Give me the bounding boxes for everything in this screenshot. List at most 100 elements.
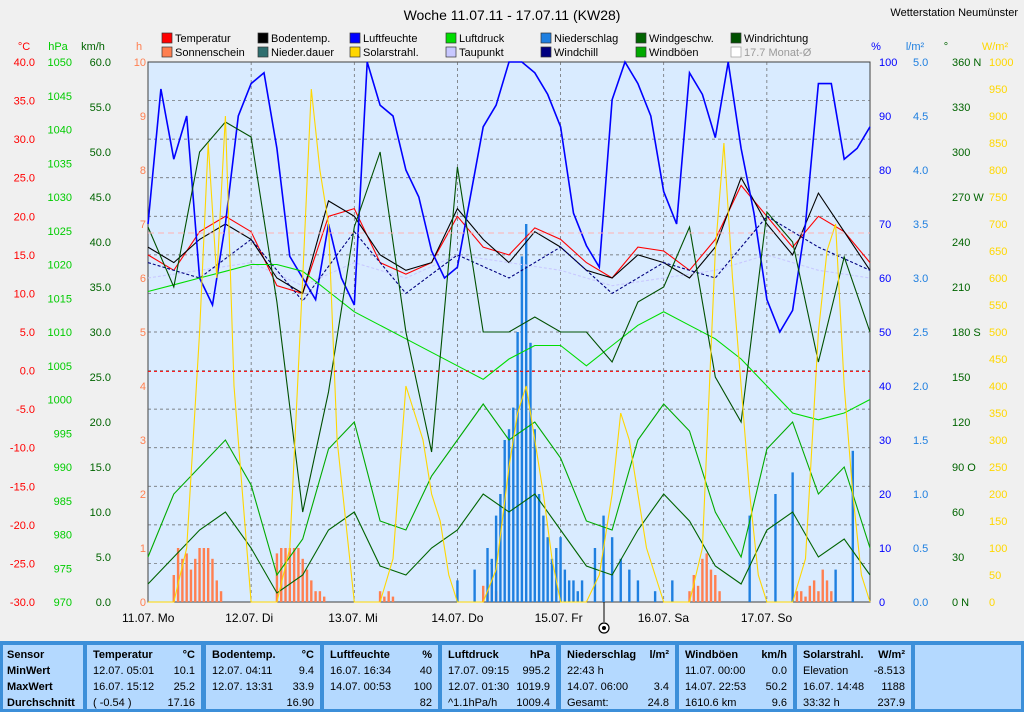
tick-solar: 600: [989, 273, 1007, 285]
bar-sun: [800, 591, 803, 602]
tick-solar: 450: [989, 354, 1007, 366]
bar-rain: [748, 515, 751, 602]
bar-sun: [383, 596, 386, 602]
tick-hum: 50: [879, 327, 891, 339]
unit-h: h: [136, 41, 142, 53]
bar-rain: [499, 494, 502, 602]
bar-sun: [391, 596, 395, 602]
series-taupunkt: [147, 254, 871, 287]
tick-wind: 10.0: [90, 507, 111, 519]
stats-unit: l/m²: [649, 649, 669, 661]
bar-sun: [314, 591, 317, 602]
tick-rain: 2.0: [913, 381, 928, 393]
tick-solar: 250: [989, 462, 1007, 474]
tick-press: 1045: [48, 91, 72, 103]
stats-unit: °C: [182, 649, 195, 661]
tick-temp: 40.0: [14, 57, 35, 69]
legend-label: Temperatur: [175, 33, 231, 45]
stats-cell-label: 11.07. 00:00: [685, 665, 746, 677]
tick-wind: 5.0: [96, 552, 111, 564]
bar-rain: [503, 440, 506, 602]
tick-solar: 700: [989, 219, 1007, 231]
legend-label: Windrichtung: [744, 33, 808, 45]
bar-sun: [482, 585, 485, 602]
tick-hum: 100: [879, 57, 897, 69]
legend-swatch: [445, 32, 457, 44]
tick-dir: 270 W: [952, 192, 984, 204]
scroll-marker[interactable]: [598, 602, 610, 634]
day-label: 14.07. Do: [431, 611, 483, 625]
bar-rain: [473, 569, 476, 602]
tick-press: 1000: [48, 395, 72, 407]
bar-rain: [524, 224, 528, 602]
tick-press: 995: [54, 428, 72, 440]
stats-col-2: Luftfeuchte% 16.07. 16:34 40 14.07. 00:53 10…: [324, 645, 438, 709]
tick-press: 1020: [48, 260, 72, 272]
legend-swatch: [730, 32, 742, 44]
tick-hum: 40: [879, 381, 891, 393]
bar-rain: [555, 548, 558, 602]
unit-temp: °C: [18, 41, 30, 53]
stats-cell-label: 14.07. 06:00: [567, 681, 629, 693]
tick-hours: 6: [140, 273, 146, 285]
bar-sun: [206, 548, 210, 602]
legend-swatch: [540, 32, 552, 44]
unit-rain: l/m²: [906, 41, 925, 53]
tick-dir: 0 N: [952, 597, 969, 609]
tick-solar: 50: [989, 570, 1001, 582]
bar-sun: [387, 591, 390, 602]
day-label: 15.07. Fr: [535, 611, 583, 625]
bar-sun: [280, 548, 283, 602]
bar-rain: [537, 494, 541, 602]
stats-cell-value: 9.4: [298, 665, 314, 677]
bar-sun: [705, 553, 708, 602]
bar-sun: [795, 591, 799, 602]
legend-swatch: [257, 46, 269, 58]
tick-press: 1050: [48, 57, 72, 69]
bar-sun: [288, 548, 292, 602]
tick-wind: 25.0: [90, 372, 111, 384]
legend-label: Windchill: [554, 47, 598, 59]
stats-unit: %: [422, 649, 432, 661]
stats-cell-value: 995.2: [522, 665, 550, 677]
tick-hum: 80: [879, 165, 891, 177]
series-lines: [147, 60, 871, 603]
tick-hours: 8: [140, 165, 146, 177]
bar-rain: [791, 472, 794, 602]
tick-solar: 100: [989, 543, 1007, 555]
bar-rain: [546, 537, 549, 602]
tick-hum: 10: [879, 543, 891, 555]
tick-press: 1015: [48, 293, 72, 305]
bar-sun: [696, 585, 700, 602]
legend-label: Bodentemp.: [271, 33, 330, 45]
tick-temp: -20.0: [10, 520, 35, 532]
tick-solar: 0: [989, 597, 995, 609]
bar-rain: [593, 548, 597, 602]
series-temperatur: [147, 184, 871, 295]
tick-temp: -25.0: [10, 558, 35, 570]
legend-swatch: [257, 32, 269, 44]
bar-sun: [310, 580, 313, 602]
bars: [172, 224, 855, 602]
stats-header: Windböen: [685, 649, 739, 661]
tick-wind: 30.0: [90, 327, 111, 339]
day-label: 13.07. Mi: [328, 611, 377, 625]
tick-temp: 0.0: [20, 366, 35, 378]
tick-solar: 400: [989, 381, 1007, 393]
stats-unit: W/m²: [878, 649, 905, 661]
tick-press: 975: [54, 563, 72, 575]
tick-temp: 5.0: [20, 327, 35, 339]
bar-rain: [851, 450, 855, 602]
bar-rain: [542, 515, 545, 602]
bar-rain: [512, 407, 515, 602]
unit-dir: °: [944, 41, 948, 53]
bar-rain: [486, 548, 489, 602]
stats-cell-label: 12.07. 13:31: [212, 681, 274, 693]
tick-solar: 950: [989, 84, 1007, 96]
tick-solar: 850: [989, 138, 1007, 150]
tick-rain: 3.0: [913, 273, 928, 285]
tick-dir: 360 N: [952, 57, 981, 69]
stats-cell-value: 9.6: [771, 697, 787, 709]
bar-sun: [812, 580, 816, 602]
tick-hours: 0: [140, 597, 146, 609]
